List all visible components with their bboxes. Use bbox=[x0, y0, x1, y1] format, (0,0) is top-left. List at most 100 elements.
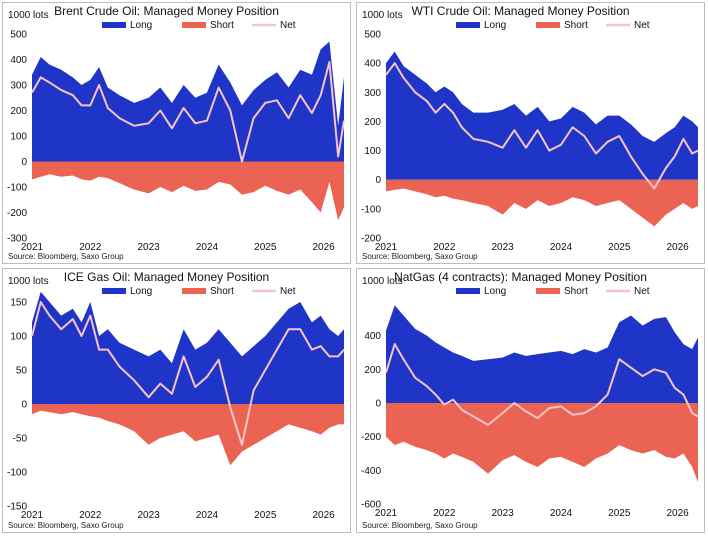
legend-swatch-long bbox=[102, 288, 126, 294]
y-tick-label: -300 bbox=[7, 234, 27, 245]
y-tick-label: 300 bbox=[10, 81, 27, 92]
x-tick-label: 2021 bbox=[375, 508, 398, 519]
x-tick-label: 2022 bbox=[79, 510, 102, 521]
legend-label-long: Long bbox=[484, 20, 506, 31]
x-tick-label: 2021 bbox=[21, 510, 44, 521]
legend-label-long: Long bbox=[130, 286, 152, 297]
y-tick-label: 0 bbox=[21, 400, 27, 411]
source-note: Source: Bloomberg, Saxo Group bbox=[8, 521, 124, 530]
area-short bbox=[32, 404, 344, 466]
y-tick-label: -100 bbox=[7, 468, 27, 479]
y-tick-label: -50 bbox=[13, 434, 28, 445]
y-tick-label: -150 bbox=[7, 502, 27, 513]
x-tick-label: 2025 bbox=[608, 242, 631, 253]
area-long bbox=[386, 305, 698, 403]
legend: Long Short Net bbox=[456, 20, 650, 31]
x-tick-label: 2023 bbox=[138, 242, 161, 253]
x-tick-label: 2025 bbox=[254, 510, 277, 521]
legend-swatch-long bbox=[102, 22, 126, 28]
y-tick-label: 200 bbox=[10, 106, 27, 117]
area-short bbox=[386, 403, 698, 483]
y-tick-label: 50 bbox=[16, 366, 28, 377]
y-tick-label: 400 bbox=[364, 331, 381, 342]
x-tick-label: 2024 bbox=[196, 242, 219, 253]
x-tick-label: 2024 bbox=[196, 510, 219, 521]
y-tick-label: -100 bbox=[7, 183, 27, 194]
legend-label-short: Short bbox=[564, 20, 588, 31]
y-tick-label: -200 bbox=[361, 432, 381, 443]
y-tick-label: 0 bbox=[375, 175, 381, 186]
chart-title: ICE Gas Oil: Managed Money Position bbox=[64, 270, 269, 284]
source-note: Source: Bloomberg, Saxo Group bbox=[362, 252, 478, 261]
chart-title: NatGas (4 contracts): Managed Money Posi… bbox=[394, 270, 647, 284]
y-tick-label: -200 bbox=[361, 234, 381, 245]
x-tick-label: 2022 bbox=[433, 242, 456, 253]
line-net bbox=[385, 343, 699, 426]
line-net bbox=[385, 62, 699, 190]
chart-title: Brent Crude Oil: Managed Money Position bbox=[54, 4, 279, 18]
legend-swatch-short bbox=[182, 288, 206, 294]
x-tick-label: 2023 bbox=[138, 510, 161, 521]
y-tick-label: 200 bbox=[364, 117, 381, 128]
x-tick-label: 2022 bbox=[433, 508, 456, 519]
y-tick-label: -400 bbox=[361, 466, 381, 477]
legend-label-net: Net bbox=[634, 20, 650, 31]
y-tick-label: 400 bbox=[364, 59, 381, 70]
legend: Long Short Net bbox=[456, 286, 650, 297]
y-tick-label: 0 bbox=[21, 157, 27, 168]
x-tick-label: 2026 bbox=[666, 242, 689, 253]
y-tick-label: 500 bbox=[364, 30, 381, 41]
legend-swatch-short bbox=[536, 288, 560, 294]
y-tick-label: 500 bbox=[10, 30, 27, 41]
legend-swatch-long bbox=[456, 288, 480, 294]
legend-label-long: Long bbox=[130, 20, 152, 31]
legend-label-long: Long bbox=[484, 286, 506, 297]
chart-panel-1: Brent Crude Oil: Managed Money Position 1… bbox=[2, 2, 351, 264]
x-tick-label: 2021 bbox=[375, 242, 398, 253]
legend: Long Short Net bbox=[102, 20, 296, 31]
x-tick-label: 2021 bbox=[21, 242, 44, 253]
x-tick-label: 2024 bbox=[550, 508, 573, 519]
x-tick-label: 2026 bbox=[312, 510, 335, 521]
y-tick-label: -200 bbox=[7, 208, 27, 219]
chart-panel-2: WTI Crude Oil: Managed Money Position 100… bbox=[356, 2, 705, 264]
legend-label-short: Short bbox=[564, 286, 588, 297]
unit-label: 1000 lots bbox=[8, 10, 49, 21]
y-tick-label: 200 bbox=[364, 365, 381, 376]
y-tick-label: 100 bbox=[10, 332, 27, 343]
area-short bbox=[32, 161, 344, 221]
legend-swatch-short bbox=[536, 22, 560, 28]
y-tick-label: 100 bbox=[364, 146, 381, 157]
chart-panel-4: NatGas (4 contracts): Managed Money Posi… bbox=[356, 268, 705, 533]
y-tick-label: -100 bbox=[361, 204, 381, 215]
legend-label-net: Net bbox=[634, 286, 650, 297]
legend-swatch-short bbox=[182, 22, 206, 28]
unit-label: 1000 lots bbox=[8, 276, 49, 287]
x-tick-label: 2026 bbox=[666, 508, 689, 519]
legend-label-short: Short bbox=[210, 286, 234, 297]
area-long bbox=[32, 291, 344, 404]
y-tick-label: 400 bbox=[10, 55, 27, 66]
legend-swatch-long bbox=[456, 22, 480, 28]
x-tick-label: 2023 bbox=[492, 508, 515, 519]
x-tick-label: 2026 bbox=[312, 242, 335, 253]
unit-label: 1000 lots bbox=[362, 10, 403, 21]
x-tick-label: 2025 bbox=[254, 242, 277, 253]
unit-label: 1000 lots bbox=[362, 276, 403, 287]
legend-label-short: Short bbox=[210, 20, 234, 31]
y-tick-label: -600 bbox=[361, 500, 381, 511]
chart-panel-3: ICE Gas Oil: Managed Money Position 1000 … bbox=[2, 268, 351, 533]
y-tick-label: 0 bbox=[375, 399, 381, 410]
source-note: Source: Bloomberg, Saxo Group bbox=[362, 521, 478, 530]
area-long bbox=[32, 41, 344, 162]
line-net bbox=[31, 61, 345, 163]
area-long bbox=[386, 51, 698, 180]
area-short bbox=[386, 179, 698, 227]
y-tick-label: 300 bbox=[364, 88, 381, 99]
legend-label-net: Net bbox=[280, 286, 296, 297]
x-tick-label: 2024 bbox=[550, 242, 573, 253]
chart-title: WTI Crude Oil: Managed Money Position bbox=[411, 4, 629, 18]
legend: Long Short Net bbox=[102, 286, 296, 297]
